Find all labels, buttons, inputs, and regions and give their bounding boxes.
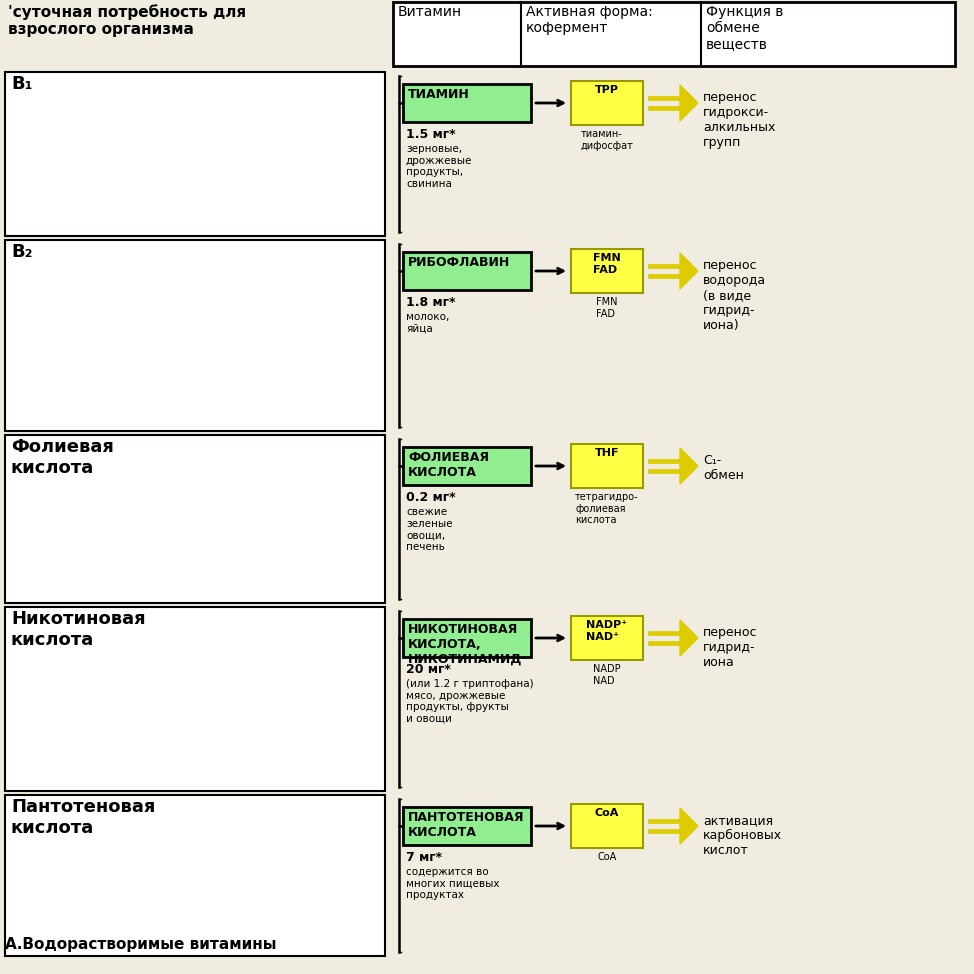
- Text: активация
карбоновых
кислот: активация карбоновых кислот: [703, 814, 782, 857]
- Bar: [5, 795, 385, 956]
- Text: NADP⁺
NAD⁺: NADP⁺ NAD⁺: [586, 620, 627, 642]
- Bar: [648, 96, 680, 100]
- Polygon shape: [680, 85, 698, 121]
- Bar: [571, 249, 643, 293]
- Polygon shape: [680, 620, 698, 656]
- Text: содержится во
многих пищевых
продуктах: содержится во многих пищевых продуктах: [406, 867, 500, 900]
- Bar: [648, 459, 680, 463]
- Text: Витамин: Витамин: [398, 5, 462, 19]
- Polygon shape: [680, 253, 698, 289]
- Bar: [648, 631, 680, 635]
- Bar: [403, 252, 531, 290]
- Bar: [403, 807, 531, 845]
- Text: 7 мг*: 7 мг*: [406, 851, 442, 864]
- Bar: [571, 444, 643, 488]
- Text: 1.8 мг*: 1.8 мг*: [406, 296, 456, 309]
- Text: ТНF: ТНF: [595, 448, 619, 458]
- Text: 'суточная потребность для
взрослого организма: 'суточная потребность для взрослого орга…: [8, 4, 246, 37]
- Text: ФОЛИЕВАЯ
КИСЛОТА: ФОЛИЕВАЯ КИСЛОТА: [408, 451, 489, 479]
- Text: Активная форма:
кофермент: Активная форма: кофермент: [526, 5, 653, 35]
- Text: зерновые,
дрожжевые
продукты,
свинина: зерновые, дрожжевые продукты, свинина: [406, 144, 472, 189]
- Bar: [571, 804, 643, 848]
- Text: (или 1.2 г триптофана)
мясо, дрожжевые
продукты, фрукты
и овощи: (или 1.2 г триптофана) мясо, дрожжевые п…: [406, 679, 534, 724]
- Text: молоко,
яйца: молоко, яйца: [406, 312, 449, 334]
- Text: тетрагидро-
фолиевая
кислота: тетрагидро- фолиевая кислота: [576, 492, 639, 525]
- Bar: [571, 616, 643, 660]
- Text: перенос
гидрид-
иона: перенос гидрид- иона: [703, 626, 758, 669]
- Text: FMN
FAD: FMN FAD: [593, 253, 620, 275]
- Text: РИБОФЛАВИН: РИБОФЛАВИН: [408, 256, 510, 269]
- Bar: [403, 619, 531, 657]
- Bar: [648, 264, 680, 268]
- Text: Никотиновая
кислота: Никотиновая кислота: [11, 610, 146, 649]
- Text: В₁: В₁: [11, 75, 32, 93]
- Text: FMN
FAD: FMN FAD: [596, 297, 618, 318]
- Text: перенос
водорода
(в виде
гидрид-
иона): перенос водорода (в виде гидрид- иона): [703, 259, 767, 332]
- Bar: [5, 435, 385, 603]
- Text: А.Водорастворимые витамины: А.Водорастворимые витамины: [5, 937, 277, 952]
- Text: ТИАМИН: ТИАМИН: [408, 88, 469, 101]
- Bar: [648, 106, 680, 110]
- Bar: [648, 829, 680, 833]
- Bar: [5, 607, 385, 791]
- Bar: [648, 274, 680, 278]
- Text: свежие
зеленые
овощи,
печень: свежие зеленые овощи, печень: [406, 507, 453, 552]
- Bar: [403, 447, 531, 485]
- Text: перенос
гидрокси-
алкильных
групп: перенос гидрокси- алкильных групп: [703, 91, 775, 149]
- Text: 1.5 мг*: 1.5 мг*: [406, 128, 456, 141]
- Text: тиамин-
дифосфат: тиамин- дифосфат: [581, 129, 633, 151]
- Bar: [648, 819, 680, 823]
- Text: ПАНТОТЕНОВАЯ
КИСЛОТА: ПАНТОТЕНОВАЯ КИСЛОТА: [408, 811, 525, 839]
- Text: NADP
NAD: NADP NAD: [593, 664, 620, 686]
- Text: В₂: В₂: [11, 243, 32, 261]
- Bar: [648, 641, 680, 645]
- Text: НИКОТИНОВАЯ
КИСЛОТА,
НИКОТИНАМИД: НИКОТИНОВАЯ КИСЛОТА, НИКОТИНАМИД: [408, 623, 522, 666]
- Bar: [393, 2, 955, 66]
- Text: CoA: CoA: [597, 852, 617, 862]
- Polygon shape: [680, 448, 698, 484]
- Bar: [571, 81, 643, 125]
- Bar: [5, 72, 385, 236]
- Text: С₁-
обмен: С₁- обмен: [703, 454, 744, 482]
- Text: 0.2 мг*: 0.2 мг*: [406, 491, 456, 504]
- Bar: [403, 84, 531, 122]
- Bar: [5, 240, 385, 431]
- Text: CoA: CoA: [595, 808, 619, 818]
- Text: 20 мг*: 20 мг*: [406, 663, 451, 676]
- Bar: [648, 469, 680, 473]
- Text: Функция в
обмене
веществ: Функция в обмене веществ: [706, 5, 783, 52]
- Text: ТРР: ТРР: [595, 85, 619, 95]
- Polygon shape: [680, 808, 698, 844]
- Text: Пантотеновая
кислота: Пантотеновая кислота: [11, 798, 156, 837]
- Text: Фолиевая
кислота: Фолиевая кислота: [11, 438, 114, 477]
